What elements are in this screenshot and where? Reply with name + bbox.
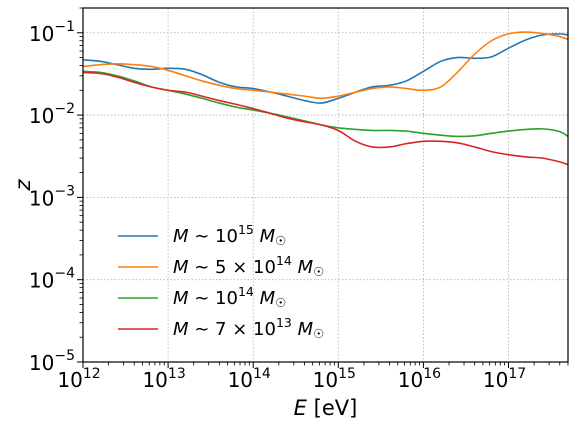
x-axis-label: E [eV] <box>294 396 358 420</box>
y-tick-label: 10−1 <box>29 19 75 46</box>
y-tick-label: 10−4 <box>29 266 75 293</box>
series-line <box>82 31 569 100</box>
legend-label: M ∼ 5 × 1014 M☉ <box>173 253 324 279</box>
y-tick-label: 10−2 <box>29 101 75 128</box>
y-tick-label: 10−5 <box>29 348 75 375</box>
x-tick-label: 1017 <box>483 366 526 392</box>
tick-labels: 1012 1013 1014 1015 1016 1017 10−1 10−2 10−3 10−4… <box>29 19 526 392</box>
x-tick-label: 1014 <box>228 366 271 392</box>
plot-frame <box>82 7 569 363</box>
legend-label: M ∼ 1015 M☉ <box>173 222 286 248</box>
y-tick-label: 10−3 <box>29 183 75 210</box>
y-axis-label: z <box>11 179 35 192</box>
series-line <box>82 33 569 104</box>
legend-label: M ∼ 1014 M☉ <box>173 284 286 310</box>
series-line <box>82 71 569 166</box>
ticks <box>77 7 569 368</box>
x-tick-label: 1015 <box>313 366 356 392</box>
legend-label: M ∼ 7 × 1013 M☉ <box>173 315 324 341</box>
legend: M ∼ 1015 M☉ M ∼ 5 × 1014 M☉ M ∼ 1014 M☉ M ∼… <box>118 222 324 341</box>
x-tick-label: 1013 <box>142 366 185 392</box>
x-tick-label: 1012 <box>57 366 100 392</box>
x-tick-label: 1016 <box>398 366 441 392</box>
grid <box>82 8 568 363</box>
series-lines <box>82 31 569 166</box>
